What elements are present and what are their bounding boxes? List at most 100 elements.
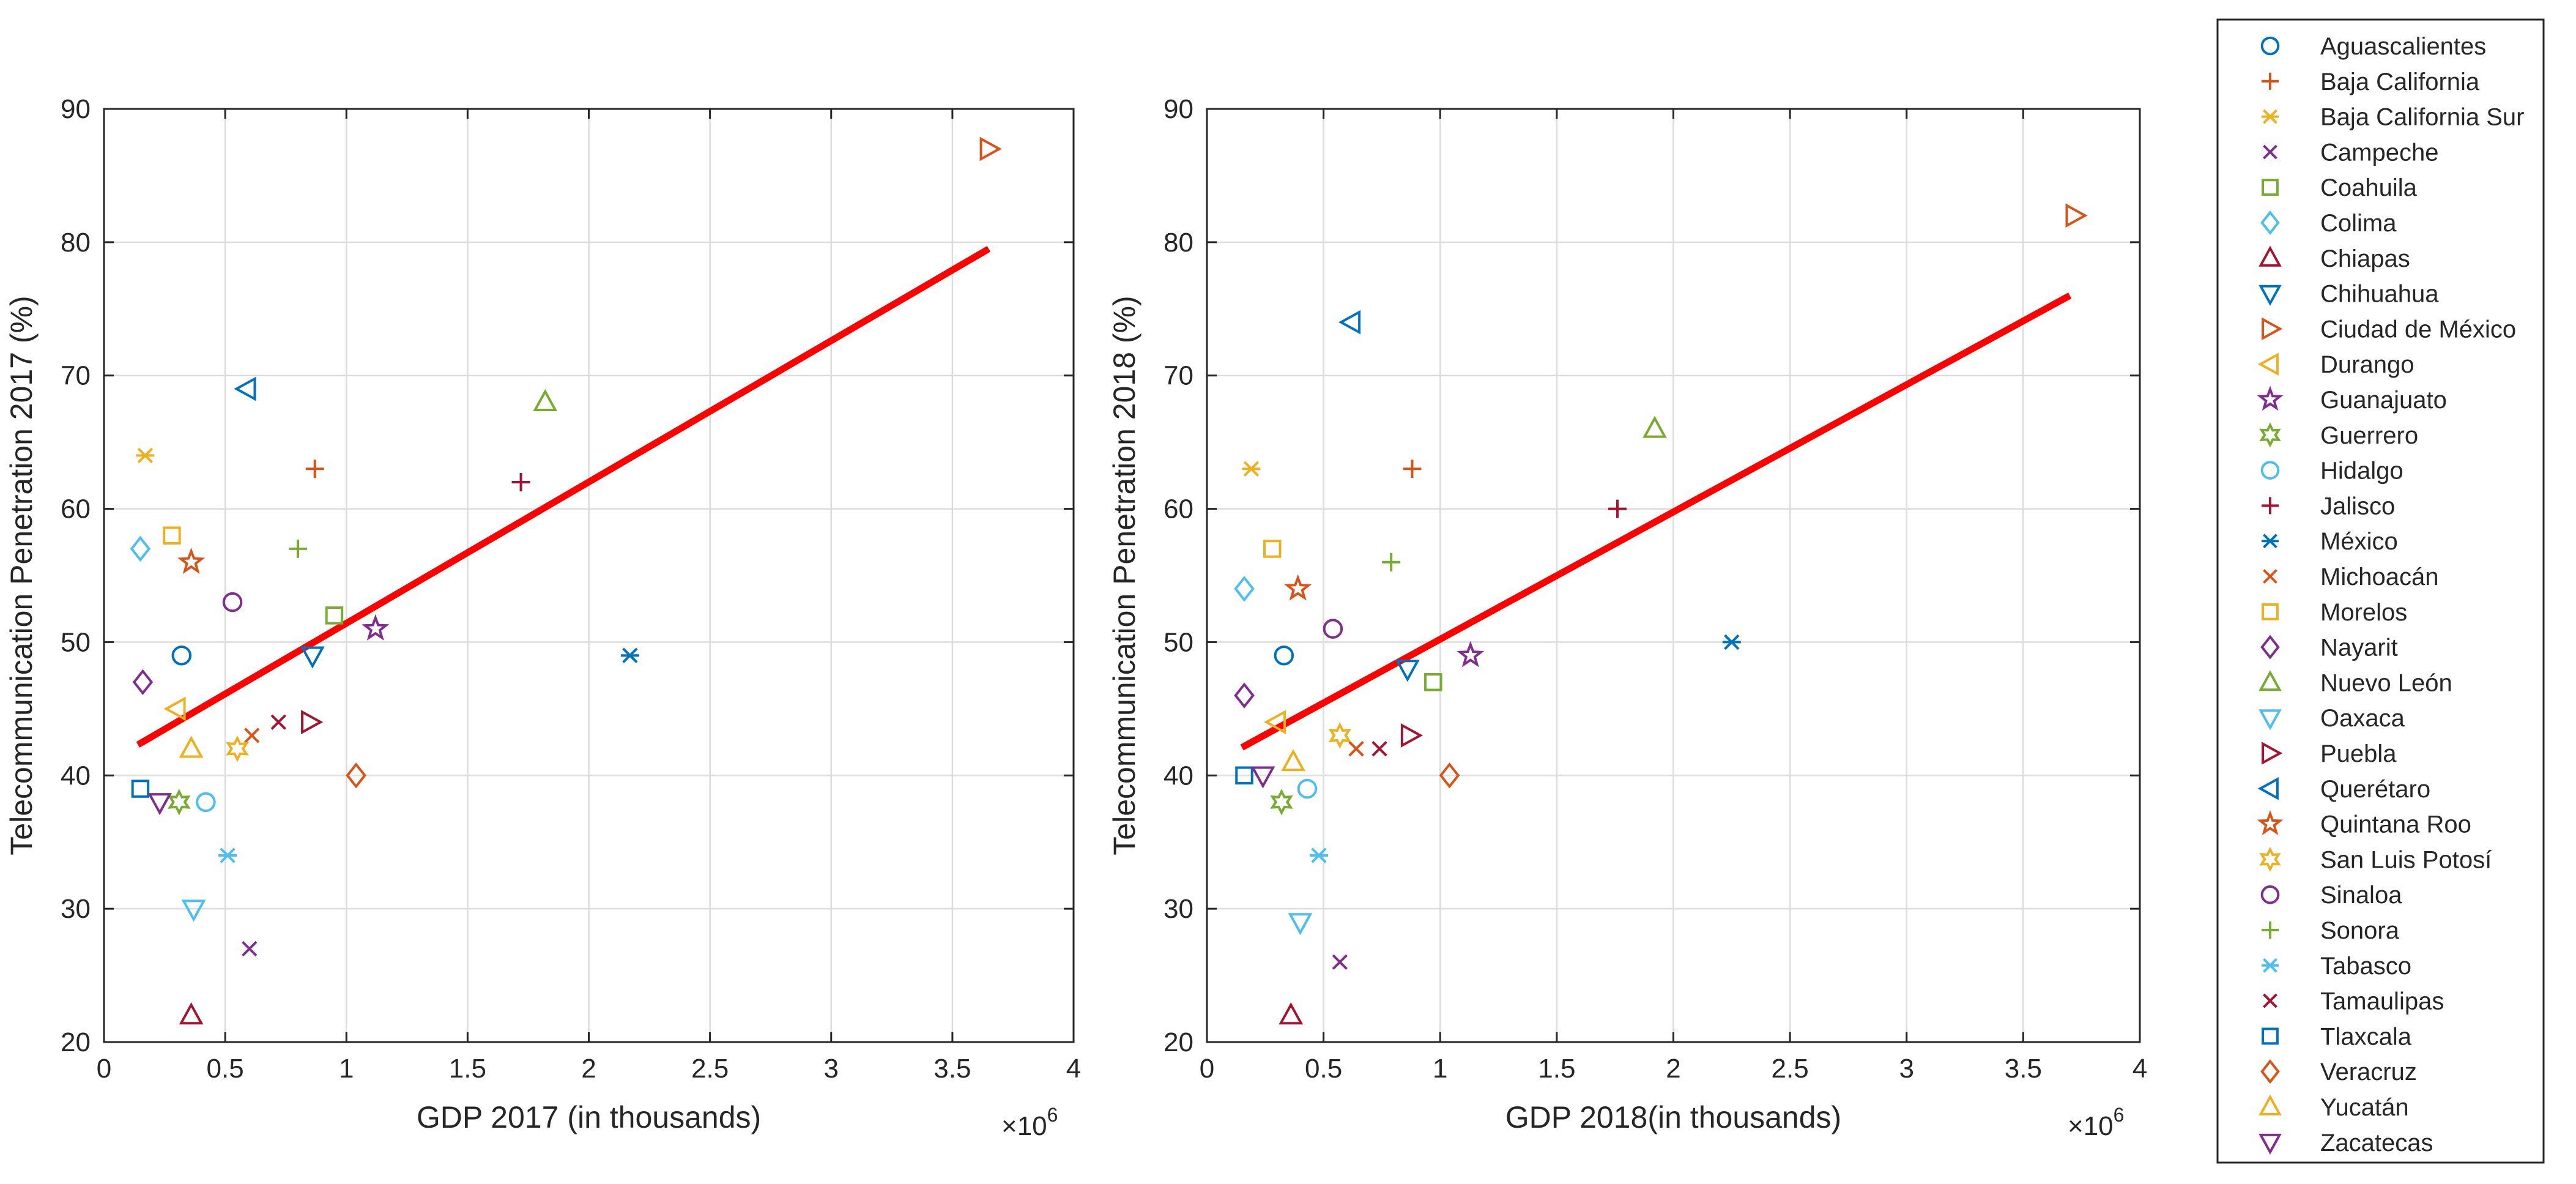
data-point: [1263, 540, 1282, 558]
data-point: [2065, 203, 2088, 228]
data-point: [1263, 710, 1286, 734]
data-point: [1457, 641, 1485, 668]
y-tick-label: 90: [1164, 94, 1193, 124]
data-point: [300, 646, 325, 669]
x-tick-label: 3: [1899, 1054, 1914, 1084]
legend-entry: Guerrero: [2259, 422, 2418, 449]
data-point: [1234, 682, 1255, 709]
x-tick-label: 1: [1433, 1054, 1447, 1084]
legend-entry: Zacatecas: [2259, 1130, 2433, 1156]
legend-label: Zacatecas: [2320, 1130, 2433, 1156]
data-point: [132, 669, 154, 696]
legend-label: Aguascalientes: [2320, 33, 2486, 60]
legend-marker: [2262, 958, 2279, 973]
legend-label: Chiapas: [2320, 245, 2410, 272]
y-tick-label: 20: [61, 1027, 91, 1057]
x-tick-label: 2.5: [691, 1054, 729, 1084]
legend-marker: [2257, 777, 2279, 800]
y-tick-label: 30: [61, 894, 91, 924]
data-point: [163, 696, 186, 721]
y-tick-label: 80: [1164, 228, 1193, 258]
x-tick-label: 3.5: [934, 1054, 971, 1084]
data-point: [289, 539, 307, 558]
legend-entry: Ciudad de México: [2262, 316, 2516, 343]
data-point: [511, 473, 530, 491]
legend-marker: [2259, 670, 2282, 691]
x-tick-label: 0.5: [207, 1054, 244, 1084]
legend-marker: [2257, 352, 2279, 376]
x-tick-label: 0: [97, 1054, 111, 1084]
x-tick-label: 0.5: [1305, 1054, 1342, 1084]
legend-label: Colima: [2320, 210, 2397, 237]
legend-entry: Yucatán: [2259, 1094, 2409, 1121]
data-point: [1297, 778, 1318, 799]
y-tick-label: 60: [1164, 494, 1193, 524]
x-tick-label: 3.5: [2005, 1054, 2042, 1084]
y-tick-label: 50: [61, 627, 91, 657]
x-tick-label: 2: [1666, 1054, 1680, 1084]
legend-label: Durango: [2320, 351, 2414, 378]
y-tick-label: 90: [61, 94, 91, 124]
data-point: [1332, 954, 1348, 970]
legend-entry: Chiapas: [2259, 245, 2410, 272]
data-point: [1284, 574, 1312, 601]
legend-entry: Michoacán: [2263, 564, 2438, 590]
legend-label: Guanajuato: [2320, 387, 2447, 414]
legend-marker: [2259, 709, 2282, 731]
x-tick-label: 2: [581, 1054, 596, 1084]
data-point: [1338, 310, 1361, 335]
data-point: [1310, 847, 1328, 863]
legend-label: Tabasco: [2320, 953, 2411, 980]
legend-marker: [2262, 72, 2279, 90]
legend-marker: [2259, 1094, 2282, 1115]
data-point: [177, 547, 206, 574]
legend-marker: [2262, 109, 2279, 124]
data-point: [1234, 576, 1255, 602]
scatter-plot-1: 0 0.5 1 1.5 2 2.5 3 3.5 4 20 30 40 50 60 70 80 90 GDP 201…: [4, 94, 1081, 1141]
legend-marker: [2262, 603, 2279, 620]
legend-entry: Colima: [2260, 210, 2397, 237]
legend-label: Baja California: [2320, 69, 2480, 95]
legend-label: Jalisco: [2320, 493, 2395, 519]
legend-label: Yucatán: [2320, 1094, 2409, 1121]
x-tick-label: 4: [2132, 1054, 2147, 1084]
legend-entry: Guanajuato: [2257, 385, 2447, 414]
legend-marker: [2263, 144, 2277, 160]
data-point: [1235, 766, 1253, 785]
legend-entry: Puebla: [2262, 740, 2397, 767]
scatter-plot-2: 0 0.5 1 1.5 2 2.5 3 3.5 4 20 30 40 50 60 70 80 90 GDP 201…: [1107, 94, 2147, 1141]
legend-label: Michoacán: [2320, 564, 2438, 590]
legend-box: [2216, 18, 2545, 1164]
legend-label: Hidalgo: [2320, 458, 2403, 485]
y-tick-label: 20: [1164, 1027, 1193, 1057]
legend-entry: Sonora: [2262, 917, 2400, 944]
legend-entry: Baja California Sur: [2262, 104, 2525, 131]
x-exponent-base: ×10: [2068, 1111, 2114, 1141]
legend-entry: Tlaxcala: [2262, 1023, 2412, 1050]
legend-marker: [2262, 742, 2283, 765]
legend-label: Coahuila: [2320, 174, 2418, 201]
legend-label: Tamaulipas: [2320, 988, 2444, 1015]
legend-marker: [2259, 846, 2281, 872]
data-point: [181, 899, 206, 922]
regression-line: [1240, 292, 2072, 751]
legend: Aguascalientes Baja California Baja Califo…: [2216, 18, 2545, 1164]
y-tick-label: 80: [61, 228, 91, 258]
data-point: [234, 376, 256, 401]
data-point: [1424, 673, 1442, 691]
legend-label: México: [2320, 528, 2398, 555]
data-point: [362, 614, 390, 641]
y-tick-label: 30: [1164, 894, 1193, 924]
data-point: [179, 735, 204, 758]
data-point: [1608, 499, 1627, 518]
data-point: [1348, 741, 1364, 757]
x-tick-label: 4: [1066, 1054, 1081, 1084]
legend-label: San Luis Potosí: [2320, 846, 2492, 873]
legend-entry: Morelos: [2262, 599, 2407, 626]
data-point: [1439, 762, 1460, 789]
legend-label: Campeche: [2320, 139, 2438, 166]
x-axis-label: GDP 2017 (in thousands): [417, 1100, 761, 1134]
x-exponent-base: ×10: [1001, 1111, 1047, 1141]
data-point: [242, 940, 258, 957]
